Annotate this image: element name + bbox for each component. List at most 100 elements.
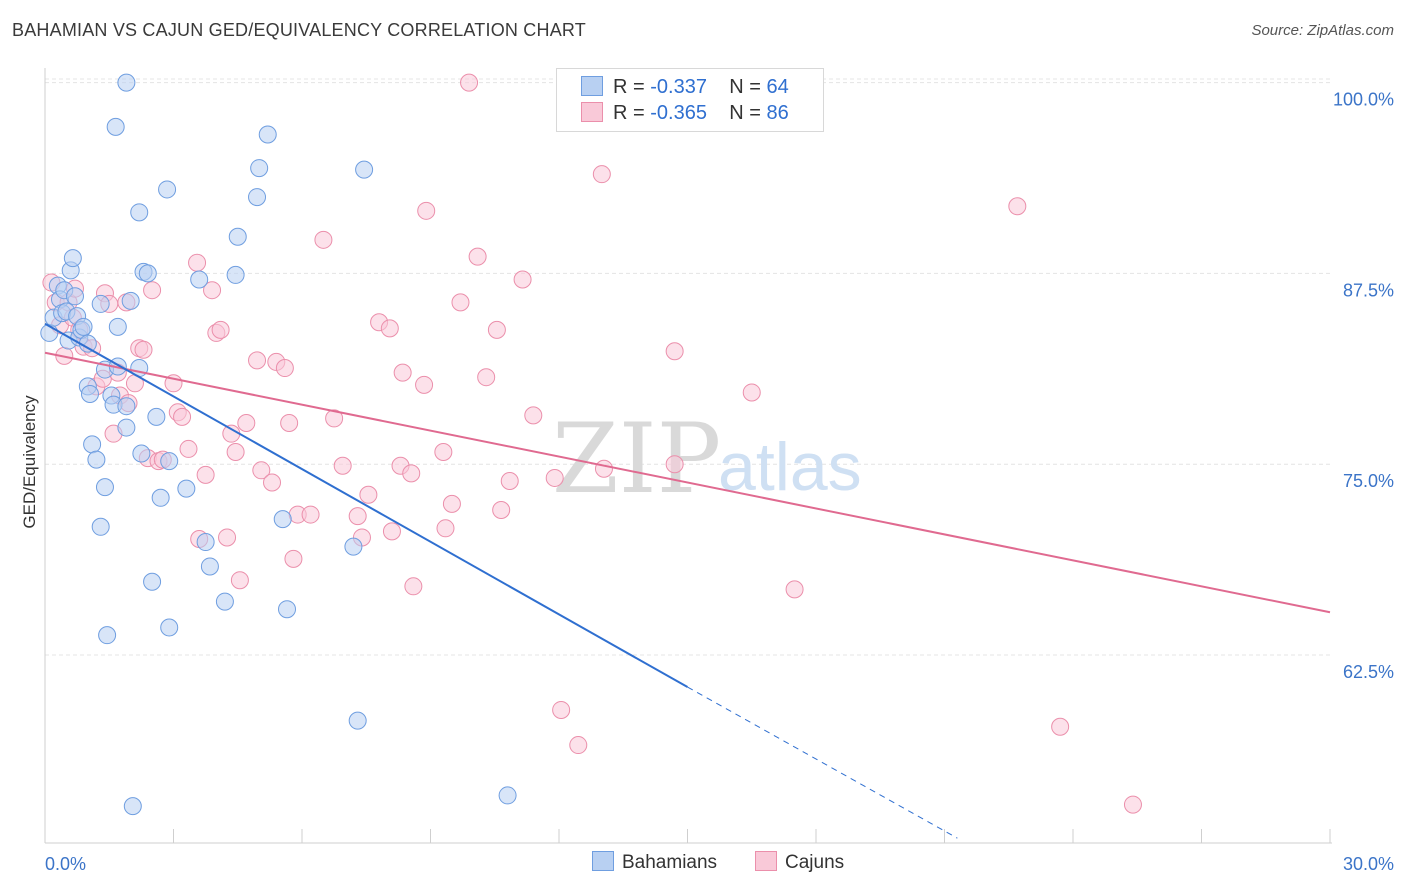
cajun-point <box>451 293 470 312</box>
bahamian-point <box>63 249 82 268</box>
bahamian-point <box>158 180 177 199</box>
bahamian-point <box>200 557 219 576</box>
bahamian-point <box>248 188 267 207</box>
r-label: R = <box>613 76 645 98</box>
bahamian-point <box>196 533 215 552</box>
cajun-point <box>237 413 256 432</box>
bahamian-point <box>228 227 247 246</box>
bahamian-point <box>147 407 166 426</box>
cajun-point <box>248 351 267 370</box>
bahamians-points <box>40 73 517 816</box>
n-label: N = <box>729 102 761 124</box>
cajun-point <box>333 456 352 475</box>
bahamian-point <box>151 488 170 507</box>
bahamian-point <box>226 265 245 284</box>
bahamian-point <box>215 592 234 611</box>
cajun-point <box>314 230 333 249</box>
bahamian-point <box>83 435 102 454</box>
cajun-point <box>252 461 271 480</box>
bahamian-point <box>65 287 84 306</box>
cajun-point <box>179 439 198 458</box>
bahamian-point <box>143 572 162 591</box>
bahamians-legend-swatch <box>592 851 614 871</box>
bahamian-point <box>160 618 179 637</box>
cajun-point <box>402 464 421 483</box>
cajun-point <box>226 442 245 461</box>
cajun-point <box>301 505 320 524</box>
chart-title: BAHAMIAN VS CAJUN GED/EQUIVALENCY CORREL… <box>12 20 586 40</box>
cajun-point <box>665 342 684 361</box>
legend-row-bahamians: R = -0.337 N = 64 <box>581 76 789 99</box>
bahamians-legend-label: Bahamians <box>622 852 718 873</box>
cajun-point <box>348 507 367 526</box>
bahamian-point <box>117 73 136 92</box>
cajuns-swatch <box>581 102 603 122</box>
cajuns-legend-swatch <box>755 851 777 871</box>
y-tick-label: 100.0% <box>1333 90 1394 110</box>
cajun-point <box>404 577 423 596</box>
bahamians-r-value: -0.337 <box>650 76 707 98</box>
bahamians-n-value: 64 <box>766 76 789 98</box>
cajun-point <box>785 580 804 599</box>
bahamian-point <box>273 510 292 529</box>
bahamian-point <box>108 317 127 336</box>
cajun-point <box>359 485 378 504</box>
cajun-point <box>552 700 571 719</box>
watermark-zip: ZIP <box>552 403 721 515</box>
cajun-point <box>513 270 532 289</box>
legend-row-cajuns: R = -0.365 N = 86 <box>581 102 789 125</box>
bahamian-point <box>121 291 140 310</box>
n-label: N = <box>729 76 761 98</box>
bahamian-point <box>132 444 151 463</box>
cajun-point <box>196 465 215 484</box>
cajun-point <box>468 247 487 266</box>
bahamian-point <box>355 160 374 179</box>
bahamian-point <box>258 125 277 144</box>
cajun-point <box>569 736 588 755</box>
bahamian-point <box>80 384 99 403</box>
bahamian-point <box>348 711 367 730</box>
cajuns-n-value: 86 <box>766 102 789 124</box>
bahamian-point <box>130 203 149 222</box>
cajun-point <box>417 201 436 220</box>
source-label: Source: ZipAtlas.com <box>1251 22 1394 39</box>
bahamian-point <box>123 797 142 816</box>
cajun-point <box>436 519 455 538</box>
bahamian-point <box>117 418 136 437</box>
bahamian-point <box>344 537 363 556</box>
bahamian-point <box>250 159 269 178</box>
y-axis-label: GED/Equivalency <box>20 395 39 529</box>
bahamian-point <box>278 600 297 619</box>
y-tick-label: 62.5% <box>1343 662 1394 682</box>
cajun-point <box>280 413 299 432</box>
watermark-atlas: atlas <box>718 429 862 505</box>
cajuns-trendline <box>44 351 1331 614</box>
cajuns-r-value: -0.365 <box>650 102 707 124</box>
bahamian-point <box>91 294 110 313</box>
cajun-point <box>742 383 761 402</box>
r-label: R = <box>613 102 645 124</box>
trendlines <box>44 322 1331 839</box>
cajuns-legend-label: Cajuns <box>785 852 845 873</box>
cajun-point <box>594 459 613 478</box>
cajun-point <box>460 73 479 92</box>
cajun-point <box>211 320 230 339</box>
gridlines <box>45 78 1330 656</box>
x-tick-label: 30.0% <box>1343 854 1394 874</box>
cajun-point <box>415 375 434 394</box>
bahamian-point <box>74 317 93 336</box>
axes: 0.0% 30.0% <box>44 68 1394 874</box>
bahamian-point <box>91 517 110 536</box>
bahamians-trendline <box>44 322 688 688</box>
stats-legend: R = -0.337 N = 64 R = -0.365 N = 86 <box>556 68 824 132</box>
bahamian-point <box>106 117 125 136</box>
bahamian-point <box>138 264 157 283</box>
cajun-point <box>382 522 401 541</box>
bahamian-point <box>177 479 196 498</box>
bahamian-point <box>117 397 136 416</box>
cajun-point <box>592 165 611 184</box>
cajun-point <box>218 528 237 547</box>
cajun-point <box>275 359 294 378</box>
